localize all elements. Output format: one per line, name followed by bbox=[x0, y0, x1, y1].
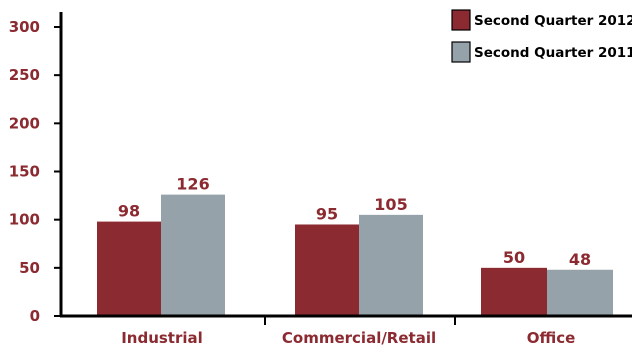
bar-commercial-retail-2011 bbox=[359, 214, 423, 316]
data-label: 50 bbox=[503, 248, 525, 267]
y-tick-label: 100 bbox=[9, 211, 40, 229]
bar-commercial-retail-2012 bbox=[295, 224, 359, 316]
data-label: 126 bbox=[176, 175, 209, 194]
y-tick-label: 200 bbox=[9, 114, 40, 132]
bar-office-2011 bbox=[547, 269, 613, 316]
bars bbox=[97, 194, 613, 316]
bar-industrial-2011 bbox=[161, 194, 225, 316]
y-axis-ticks: 0 50 100 150 200 250 300 bbox=[9, 18, 61, 325]
category-label: Office bbox=[527, 329, 576, 347]
data-label: 48 bbox=[569, 250, 591, 269]
y-tick-label: 0 bbox=[30, 307, 40, 325]
legend: Second Quarter 2012 Second Quarter 2011 bbox=[451, 9, 632, 63]
y-tick-label: 50 bbox=[19, 259, 40, 277]
data-label: 95 bbox=[316, 204, 338, 223]
bar-office-2012 bbox=[481, 267, 547, 316]
y-tick-label: 300 bbox=[9, 18, 40, 36]
y-tick-label: 250 bbox=[9, 66, 40, 84]
x-axis-ticks bbox=[264, 316, 456, 325]
legend-label: Second Quarter 2012 bbox=[474, 13, 632, 29]
data-label: 105 bbox=[374, 195, 407, 214]
legend-swatch bbox=[451, 9, 471, 31]
data-label: 98 bbox=[118, 202, 140, 221]
category-label: Industrial bbox=[121, 329, 203, 347]
data-labels: 98 126 95 105 50 48 bbox=[118, 175, 591, 269]
category-label: Commercial/Retail bbox=[282, 329, 436, 347]
bar-industrial-2012 bbox=[97, 221, 161, 316]
legend-swatch bbox=[451, 41, 471, 63]
category-labels: Industrial Commercial/Retail Office bbox=[121, 329, 575, 347]
y-tick-label: 150 bbox=[9, 163, 40, 181]
legend-label: Second Quarter 2011 bbox=[474, 45, 632, 61]
